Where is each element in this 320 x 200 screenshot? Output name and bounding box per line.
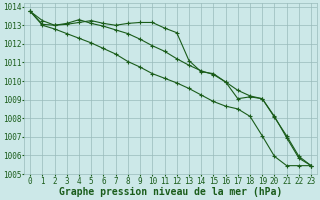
X-axis label: Graphe pression niveau de la mer (hPa): Graphe pression niveau de la mer (hPa) [59, 187, 282, 197]
